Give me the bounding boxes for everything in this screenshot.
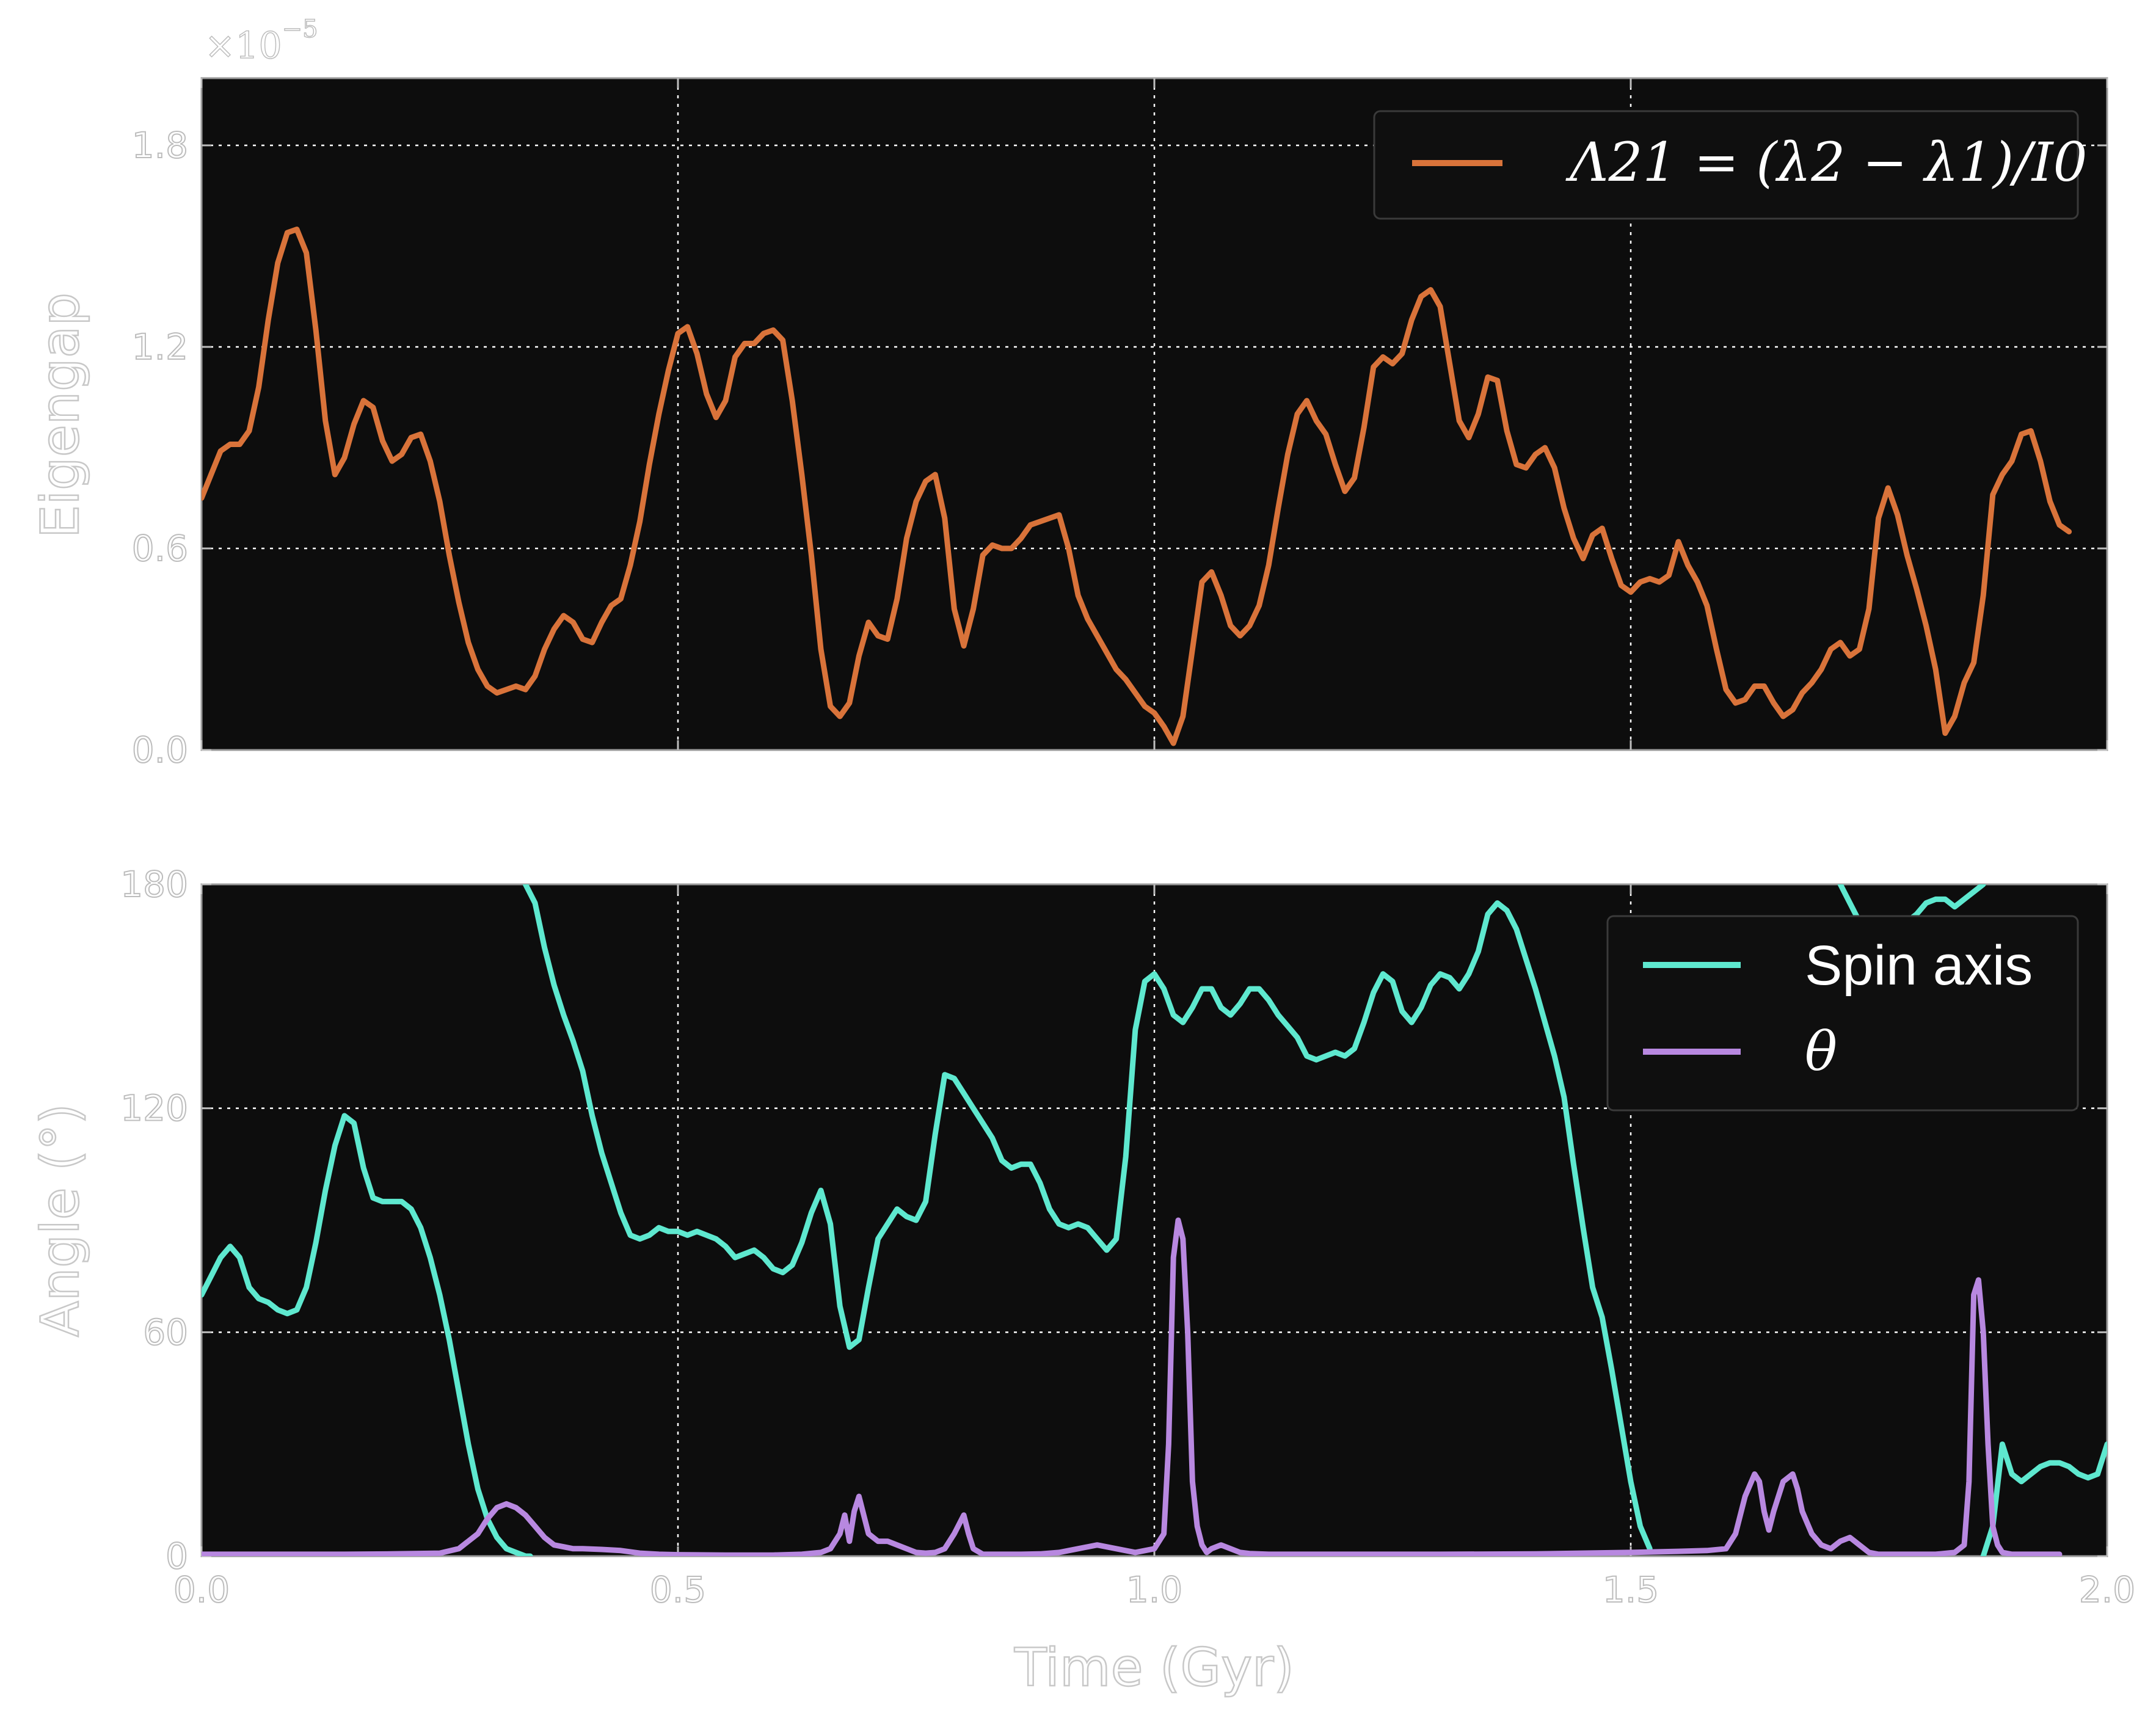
angle-legend: Spin axis θ xyxy=(1608,916,2078,1110)
angle-ytick-label: 180 xyxy=(120,864,188,905)
xtick-label: 0.5 xyxy=(650,1569,706,1611)
eigengap-panel: 0.0 0.6 1.2 1.8 ×10−5 Eigengap Λ21 = (λ2 − … xyxy=(30,15,2107,771)
angle-ytick-label: 60 xyxy=(143,1311,188,1353)
angle-ylabel: Angle (°) xyxy=(30,1104,91,1337)
theta-legend-label: θ xyxy=(1805,1020,1837,1083)
eigengap-legend: Λ21 = (λ2 − λ1)/I0 xyxy=(1374,111,2087,219)
xtick-label: 1.0 xyxy=(1126,1569,1182,1611)
xtick-label: 1.5 xyxy=(1603,1569,1659,1611)
eigengap-ytick-label: 1.8 xyxy=(132,125,188,166)
angle-ytick-label: 120 xyxy=(120,1088,188,1129)
angle-ytick-label: 0 xyxy=(166,1535,188,1577)
eigengap-scale-multiplier: ×10−5 xyxy=(205,15,318,67)
xtick-label: 2.0 xyxy=(2079,1569,2135,1611)
spin-axis-legend-label: Spin axis xyxy=(1805,934,2033,997)
eigengap-ylabel: Eigengap xyxy=(30,293,91,538)
eigengap-ytick-label: 1.2 xyxy=(132,326,188,368)
eigengap-legend-label: Λ21 = (λ2 − λ1)/I0 xyxy=(1565,131,2087,194)
eigengap-ytick-label: 0.0 xyxy=(132,729,188,771)
time-xlabel: Time (Gyr) xyxy=(1014,1637,1294,1698)
eigengap-ytick-label: 0.6 xyxy=(132,528,188,569)
